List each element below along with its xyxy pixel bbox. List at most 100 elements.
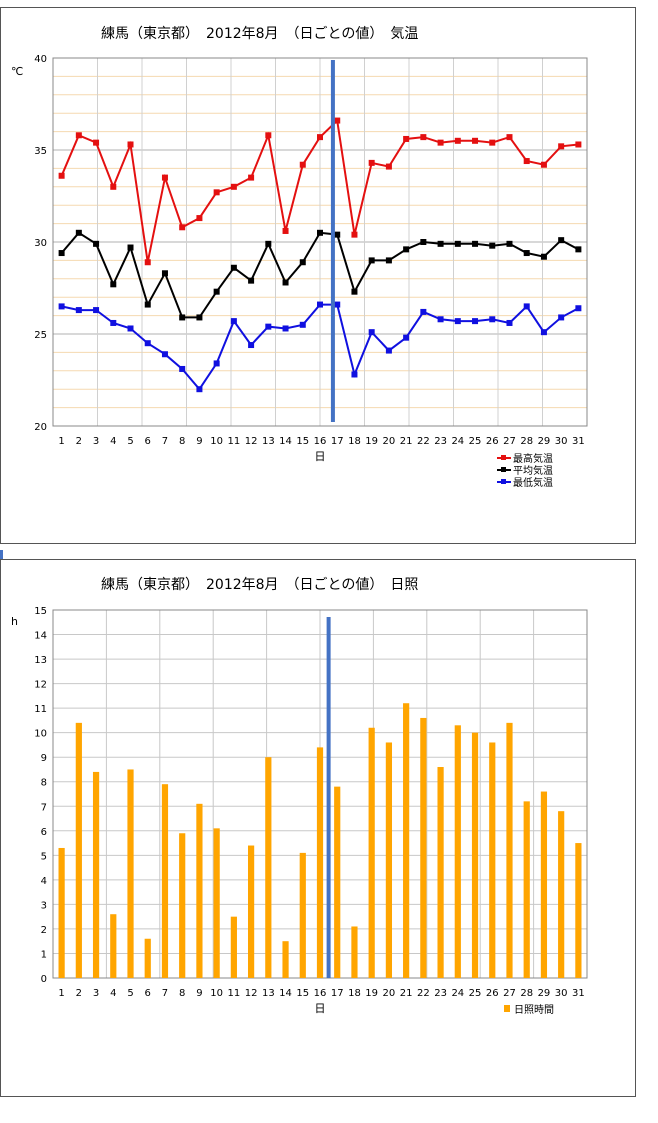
data-point [523, 158, 530, 165]
data-point [196, 386, 203, 393]
data-point [506, 134, 513, 141]
x-tick-label: 24 [451, 436, 464, 447]
data-point [230, 183, 237, 190]
data-point [299, 161, 306, 168]
data-point [248, 342, 255, 349]
x-tick-label: 8 [179, 436, 185, 447]
bar [437, 767, 444, 978]
chart-title: 練馬（東京都） 2012年8月 （日ごとの値） 気温 [101, 26, 418, 42]
x-tick-label: 15 [296, 436, 309, 447]
bar [420, 717, 427, 978]
x-tick-label: 31 [572, 988, 585, 999]
data-point [385, 163, 392, 170]
y-tick-label: 20 [34, 422, 47, 433]
bar [92, 771, 100, 978]
data-point [75, 229, 82, 236]
bar [523, 801, 530, 978]
data-point [351, 231, 358, 238]
data-point [93, 139, 100, 146]
x-tick-label: 17 [331, 436, 344, 447]
bar [403, 703, 410, 978]
bar [110, 914, 117, 978]
x-tick-label: 11 [228, 988, 241, 999]
data-point [403, 334, 410, 341]
x-tick-label: 2 [76, 988, 82, 999]
x-tick-label: 3 [93, 436, 99, 447]
x-tick-label: 15 [296, 988, 309, 999]
data-point [317, 134, 323, 141]
bar [247, 845, 255, 978]
x-tick-label: 16 [314, 436, 327, 447]
bar [489, 742, 496, 978]
y-tick-label: 3 [41, 900, 47, 911]
bar [316, 747, 324, 978]
bar [506, 722, 513, 978]
bar [575, 843, 582, 978]
data-point [230, 264, 237, 271]
x-axis-label: 日 [315, 1002, 326, 1015]
x-tick-label: 17 [331, 988, 344, 999]
data-point [506, 319, 513, 326]
x-tick-label: 7 [162, 988, 168, 999]
sunshine-chart-panel: 練馬（東京都） 2012年8月 （日ごとの値） 日照 0 1 2 3 4 5 6 7 8 9 10 11… [0, 559, 636, 1097]
data-point [75, 132, 82, 139]
temperature-chart-panel: 練馬（東京都） 2012年8月 （日ごとの値） 気温 20 25 30 35 40 ℃ 1 2 3… [0, 7, 636, 544]
x-tick-label: 19 [365, 988, 378, 999]
y-tick-label: 25 [34, 330, 47, 341]
data-point [282, 227, 289, 234]
x-tick-label: 9 [196, 436, 202, 447]
data-point [540, 253, 547, 260]
data-point [127, 141, 134, 148]
x-tick-label: 29 [538, 436, 551, 447]
y-tick-label: 12 [34, 680, 47, 691]
x-tick-label: 1 [58, 988, 64, 999]
data-point [472, 240, 479, 247]
bar [299, 852, 306, 978]
data-point [248, 174, 255, 181]
data-point [523, 250, 530, 257]
x-tick-label: 28 [520, 436, 533, 447]
x-tick-label: 10 [210, 436, 223, 447]
x-tick-label: 14 [279, 988, 292, 999]
data-point [127, 244, 134, 251]
sunshine-chart: 練馬（東京都） 2012年8月 （日ごとの値） 日照01234567891011… [11, 577, 588, 1016]
legend-marker [501, 467, 506, 472]
data-point [230, 318, 237, 325]
y-tick-label: 2 [41, 925, 47, 936]
x-tick-label: 14 [279, 436, 292, 447]
data-point [265, 240, 272, 247]
data-point [454, 137, 461, 144]
data-point [558, 314, 565, 321]
data-point [420, 239, 427, 245]
data-point [248, 277, 255, 284]
x-tick-label: 29 [538, 988, 551, 999]
y-tick-label: 35 [34, 146, 47, 157]
x-tick-label: 21 [400, 988, 413, 999]
data-point [540, 161, 547, 168]
data-point [179, 365, 186, 372]
plot-border [52, 57, 588, 427]
x-tick-label: 18 [348, 988, 361, 999]
data-point [437, 139, 444, 146]
y-tick-label: 14 [34, 631, 47, 642]
x-tick-label: 25 [469, 436, 482, 447]
data-point [334, 231, 341, 238]
data-point [558, 143, 565, 150]
x-tick-label: 2 [76, 436, 82, 447]
y-tick-label: 15 [34, 606, 47, 617]
data-point [161, 270, 168, 277]
data-point [351, 288, 358, 295]
x-tick-label: 20 [383, 988, 396, 999]
data-point [299, 321, 306, 328]
bar [540, 791, 548, 978]
x-tick-label: 26 [486, 988, 499, 999]
bar [144, 938, 151, 978]
x-tick-label: 4 [110, 988, 116, 999]
data-point [161, 174, 168, 181]
data-point [75, 307, 82, 314]
bar [230, 916, 237, 978]
data-point [385, 347, 392, 354]
data-point [317, 229, 323, 236]
bar [58, 847, 65, 978]
